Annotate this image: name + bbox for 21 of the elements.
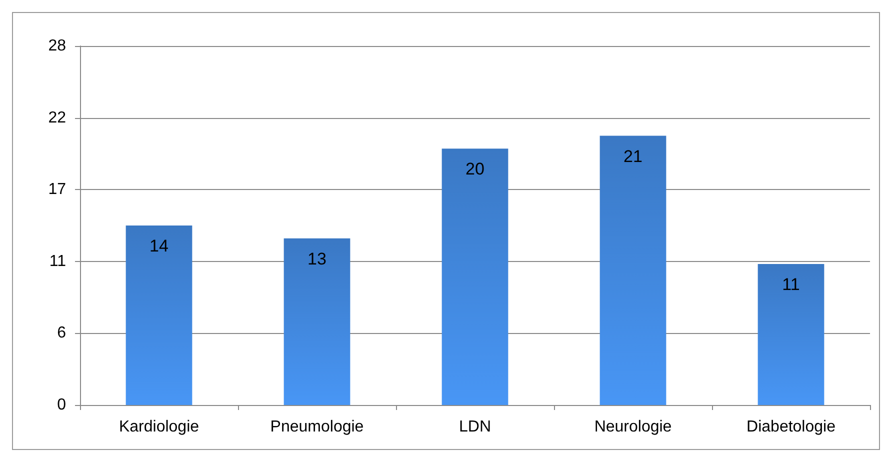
y-tick-label: 0 — [57, 396, 66, 414]
y-tick-label: 17 — [48, 181, 66, 198]
data-label: 20 — [466, 160, 484, 179]
y-tick-label: 6 — [57, 324, 66, 342]
y-tick-label: 28 — [48, 38, 66, 54]
bar — [758, 264, 824, 405]
data-label: 14 — [150, 236, 168, 256]
x-tick-label: Pneumologie — [270, 418, 364, 436]
data-label: 13 — [308, 249, 326, 268]
x-tick-label: Kardiologie — [118, 418, 200, 436]
bar — [284, 238, 350, 405]
x-tick-label: Diabetologie — [746, 418, 836, 436]
data-label: 11 — [782, 274, 800, 294]
y-tick-label: 11 — [49, 252, 66, 270]
x-tick-label: LDN — [458, 418, 492, 436]
y-tick-label: 22 — [48, 109, 66, 126]
bar — [442, 148, 508, 405]
bar — [600, 136, 666, 405]
x-tick-label: Neurologie — [594, 418, 672, 436]
data-label: 21 — [624, 146, 642, 166]
bar — [126, 226, 192, 405]
